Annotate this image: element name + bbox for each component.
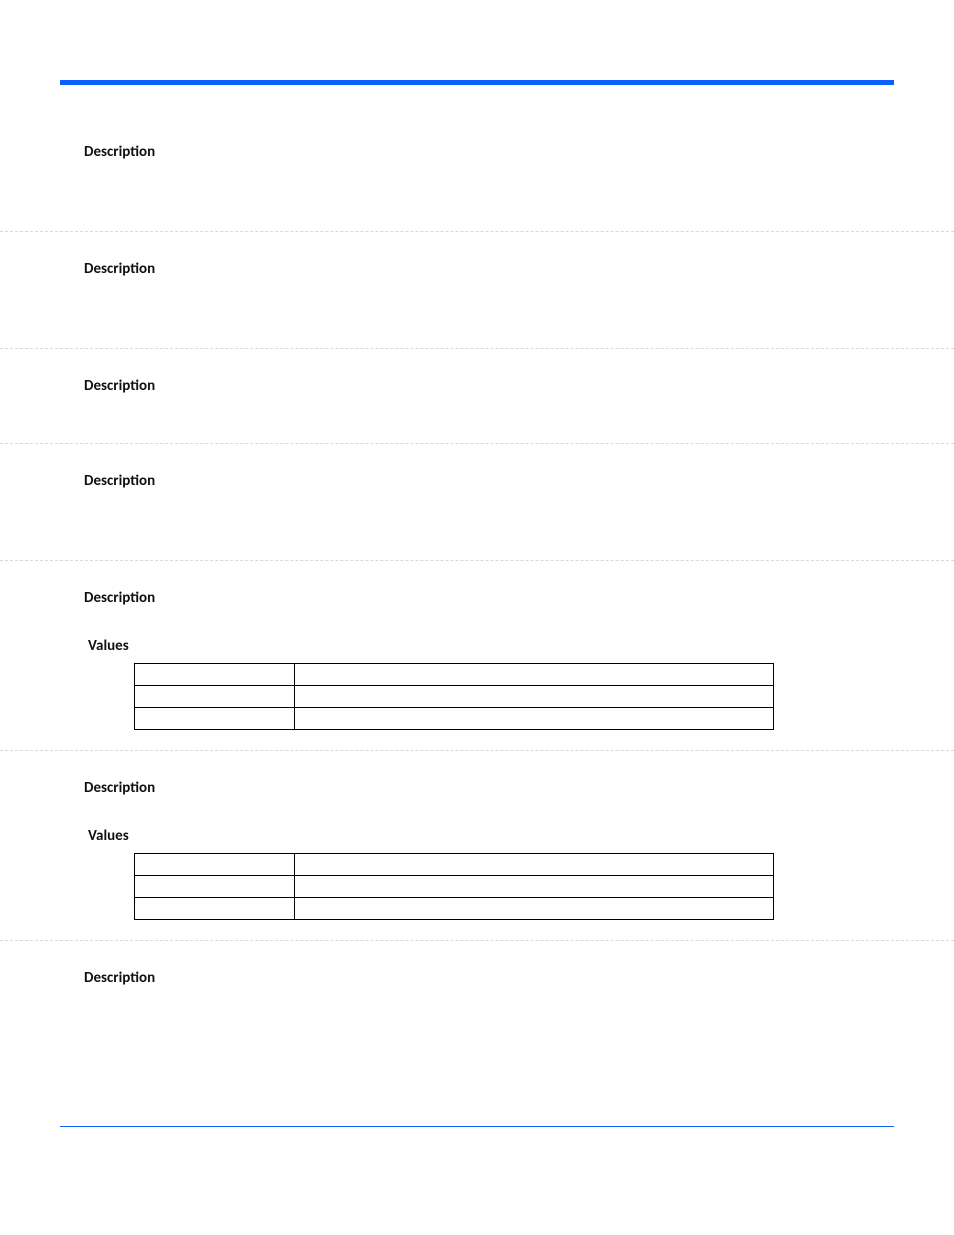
table-cell	[135, 898, 295, 920]
section-2: Description	[60, 232, 894, 348]
table-cell	[135, 686, 295, 708]
section-5: Description Values	[60, 561, 894, 750]
description-heading: Description	[84, 779, 894, 797]
description-heading: Description	[84, 969, 894, 987]
table-row	[135, 664, 774, 686]
values-heading: Values	[88, 637, 894, 655]
table-cell	[135, 876, 295, 898]
table-cell	[294, 686, 773, 708]
section-4: Description	[60, 444, 894, 560]
spacer	[84, 405, 894, 423]
table-cell	[294, 664, 773, 686]
section-7: Description	[60, 941, 894, 1017]
table-row	[135, 898, 774, 920]
section-6: Description Values	[60, 751, 894, 940]
table-cell	[294, 854, 773, 876]
table-row	[135, 686, 774, 708]
section-3: Description	[60, 349, 894, 443]
spacer	[84, 288, 894, 328]
table-cell	[294, 876, 773, 898]
spacer	[84, 171, 894, 211]
description-heading: Description	[84, 143, 894, 161]
table-row	[135, 876, 774, 898]
values-table	[134, 853, 774, 920]
header-rule	[60, 80, 894, 85]
description-heading: Description	[84, 472, 894, 490]
values-table	[134, 663, 774, 730]
table-row	[135, 708, 774, 730]
document-page: Description Description Description Desc…	[0, 0, 954, 1077]
table-row	[135, 854, 774, 876]
table-cell	[135, 708, 295, 730]
footer-rule	[60, 1126, 894, 1127]
description-heading: Description	[84, 589, 894, 607]
table-cell	[135, 854, 295, 876]
section-1: Description	[60, 115, 894, 231]
table-cell	[294, 708, 773, 730]
spacer	[84, 500, 894, 540]
description-heading: Description	[84, 377, 894, 395]
values-heading: Values	[88, 827, 894, 845]
table-cell	[135, 664, 295, 686]
table-cell	[294, 898, 773, 920]
description-heading: Description	[84, 260, 894, 278]
